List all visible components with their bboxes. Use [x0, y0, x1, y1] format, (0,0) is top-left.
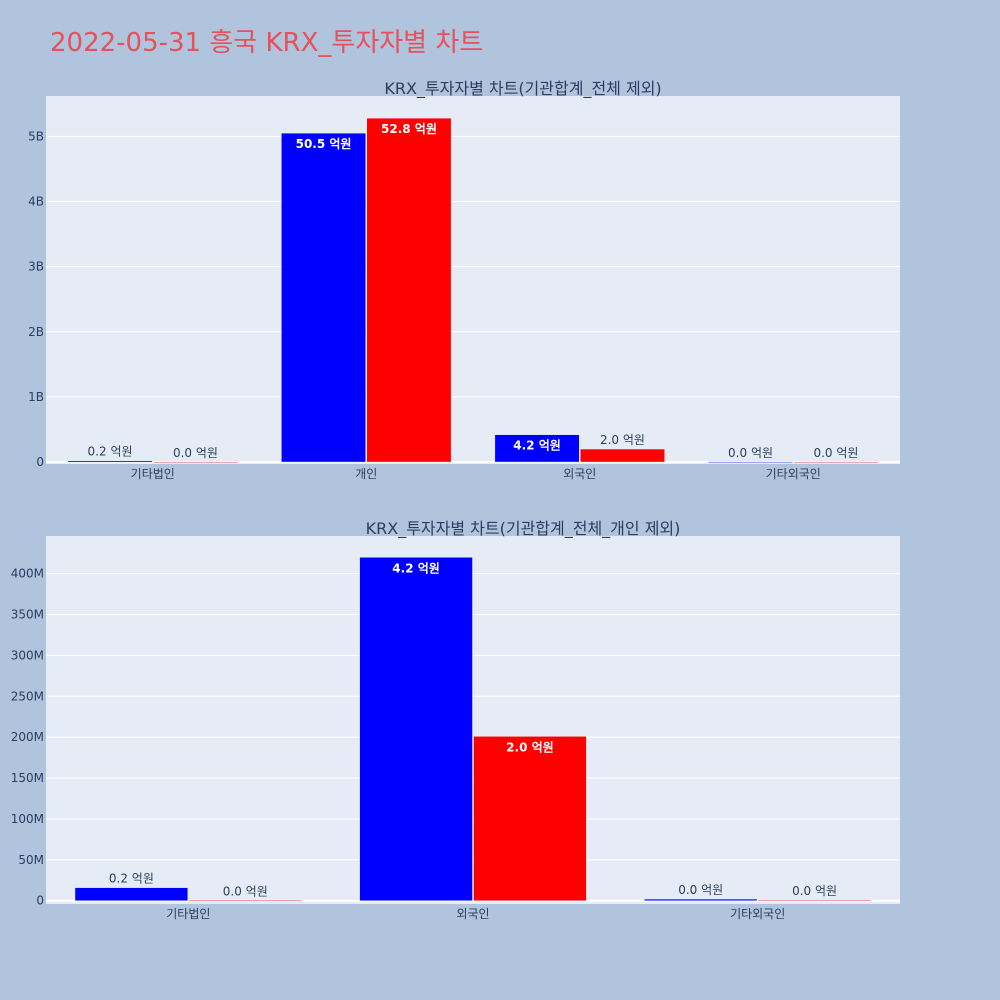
y-tick-label: 2B: [28, 325, 44, 339]
y-tick-label: 0: [36, 455, 44, 469]
y-tick-label: 5B: [28, 129, 44, 143]
bar: [757, 899, 872, 901]
plot-area: [46, 96, 900, 464]
y-tick-label: 400M: [11, 567, 44, 581]
x-tick-label: 기타법인: [131, 467, 175, 481]
x-tick-label: 외국인: [563, 467, 596, 481]
bar: [708, 461, 793, 463]
bar: [359, 557, 473, 901]
bar-value-label: 4.2 억원: [513, 439, 561, 453]
y-tick-label: 200M: [11, 730, 44, 744]
bar: [366, 117, 452, 463]
y-tick-label: 250M: [11, 689, 44, 703]
y-tick-label: 300M: [11, 648, 44, 662]
subplot-title: KRX_투자자별 차트(기관합계_전체 제외): [384, 79, 661, 99]
bar: [494, 434, 580, 463]
bar: [67, 460, 153, 463]
bar-value-label: 0.0 억원: [223, 884, 268, 898]
y-tick-label: 4B: [28, 195, 44, 209]
bar: [188, 900, 302, 902]
bar-value-label: 0.0 억원: [678, 883, 723, 897]
bar: [473, 736, 587, 901]
x-tick-label: 기타법인: [166, 907, 210, 921]
y-tick-label: 150M: [11, 771, 44, 785]
x-tick-label: 기타외국인: [730, 907, 785, 921]
y-tick-label: 350M: [11, 608, 44, 622]
y-tick-label: 0: [36, 894, 44, 908]
bar-value-label: 50.5 억원: [296, 137, 352, 151]
bar-value-label: 2.0 억원: [600, 433, 645, 447]
bar-value-label: 0.2 억원: [109, 872, 154, 886]
y-tick-label: 1B: [28, 390, 44, 404]
bar-value-label: 0.0 억원: [728, 446, 773, 460]
bar: [74, 887, 189, 901]
x-tick-label: 기타외국인: [766, 467, 821, 481]
chart-svg-bottom: 0 50M 100M 150M 200M 250M 300M 350M 400M 0.2 억원 0.…: [11, 519, 900, 921]
y-tick-label: 50M: [18, 853, 44, 867]
bar-value-label: 0.2 억원: [88, 445, 133, 459]
subplot-title: KRX_투자자별 차트(기관합계_전체_개인 제외): [366, 519, 681, 539]
bar: [153, 461, 238, 464]
bar-value-label: 0.0 억원: [173, 446, 218, 460]
bar: [580, 448, 665, 463]
x-tick-label: 개인: [355, 467, 377, 481]
page-title: 2022-05-31 흥국 KRX_투자자별 차트: [50, 28, 484, 58]
x-tick-label: 외국인: [456, 907, 489, 921]
bar: [281, 132, 367, 463]
chart-bottom: 0 50M 100M 150M 200M 250M 300M 350M 400M 0.2 억원 0.…: [0, 510, 1000, 930]
y-tick-label: 3B: [28, 260, 44, 274]
bar: [644, 898, 758, 901]
bar-value-label: 4.2 억원: [392, 561, 440, 575]
bar-value-label: 0.0 억원: [792, 884, 837, 898]
y-tick-label: 100M: [11, 812, 44, 826]
bar-value-label: 2.0 억원: [506, 740, 554, 754]
plot-area: [46, 536, 900, 904]
bar: [793, 461, 879, 464]
bar-value-label: 0.0 억원: [813, 446, 858, 460]
bar-value-label: 52.8 억원: [381, 122, 437, 136]
